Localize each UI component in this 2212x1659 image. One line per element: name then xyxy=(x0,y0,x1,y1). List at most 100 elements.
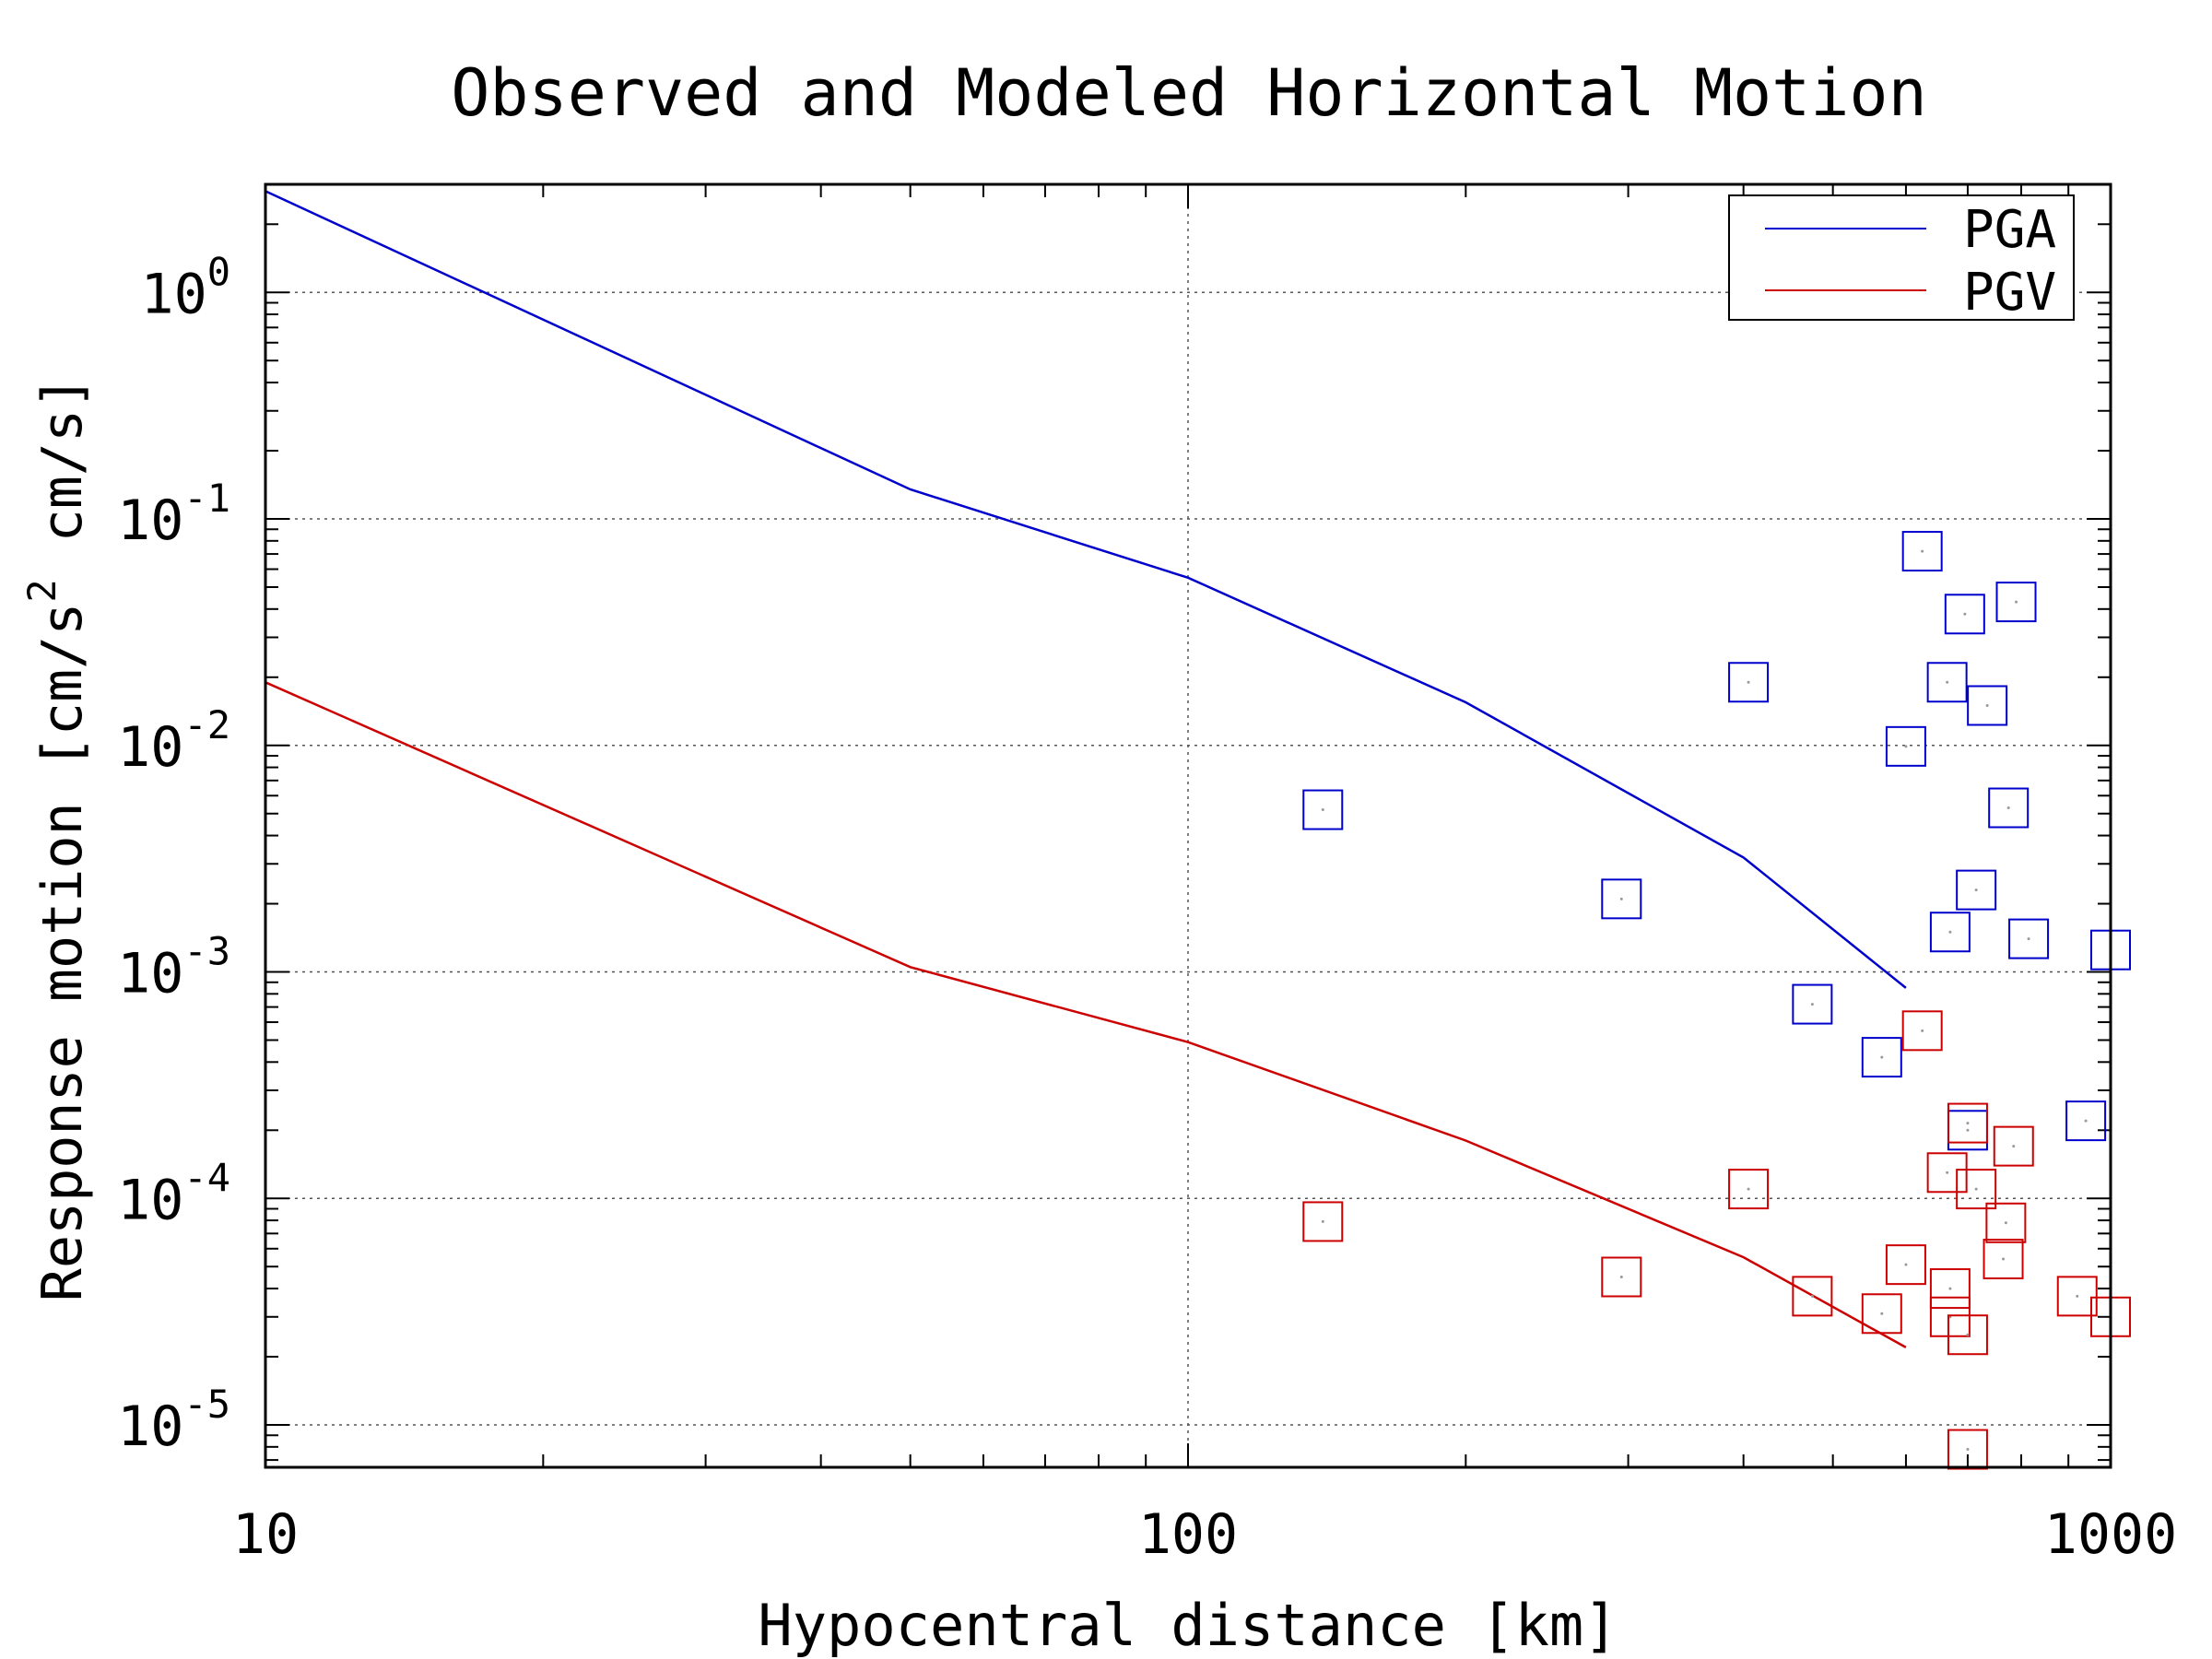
marker-center-dot xyxy=(1946,680,1949,684)
marker-center-dot xyxy=(1985,703,1989,707)
marker-square xyxy=(1901,531,1943,572)
marker-square xyxy=(1885,725,1926,767)
marker-square xyxy=(1302,789,1344,830)
y-tick-label-base: 10 xyxy=(140,262,206,326)
data-point-pga-observed xyxy=(1929,912,1971,953)
data-point-pgv-observed xyxy=(1929,1268,1971,1310)
marker-square xyxy=(1956,869,1997,911)
marker-center-dot xyxy=(1904,1263,1908,1266)
data-point-pga-observed xyxy=(1926,662,1968,703)
marker-center-dot xyxy=(1880,1055,1884,1059)
y-tick-label: 10-1 xyxy=(117,476,230,553)
series-line-pga xyxy=(265,190,1907,989)
y-tick-label-exp: -5 xyxy=(183,1382,230,1427)
data-point-pgv-observed xyxy=(1947,1429,1988,1470)
plot-frame xyxy=(264,182,2112,1469)
data-point-pga-observed xyxy=(1995,582,2037,623)
data-point-pgv-observed xyxy=(1947,1102,1988,1144)
marker-center-dot xyxy=(2076,1294,2079,1298)
grid-lines xyxy=(265,184,2111,1467)
marker-center-dot xyxy=(1966,1448,1970,1452)
legend-box xyxy=(1728,194,2075,321)
x-tick-label: 10 xyxy=(232,1502,299,1567)
data-point-pga-observed xyxy=(1302,789,1344,830)
marker-square xyxy=(1885,1244,1926,1286)
marker-square xyxy=(1792,983,1833,1025)
marker-square xyxy=(1601,1256,1642,1298)
y-tick-label: 10-3 xyxy=(117,929,230,1006)
data-point-pgv-observed xyxy=(1885,1244,1926,1286)
data-point-pgv-observed xyxy=(1956,1169,1997,1210)
data-point-pgv-observed xyxy=(1861,1293,1902,1335)
marker-square xyxy=(1929,1296,1971,1337)
y-tick-label-base: 10 xyxy=(117,1394,183,1459)
data-point-pga-observed xyxy=(1861,1037,1902,1078)
marker-square xyxy=(2056,1276,2098,1317)
data-point-pga-observed xyxy=(1988,787,2030,829)
marker-square xyxy=(1956,1169,1997,1210)
data-point-pga-observed xyxy=(2008,918,2050,959)
y-axis-label-sup: 2 xyxy=(19,579,65,602)
data-point-pgv-observed xyxy=(1947,1314,1988,1356)
marker-center-dot xyxy=(1966,1128,1970,1132)
data-point-pga-observed xyxy=(2065,1100,2107,1142)
marker-square xyxy=(1728,1169,1770,1210)
y-tick-label-exp: 0 xyxy=(207,249,230,294)
marker-center-dot xyxy=(1974,1187,1978,1191)
marker-square xyxy=(1792,1276,1833,1317)
data-point-pgv-observed xyxy=(1983,1239,2024,1280)
marker-square xyxy=(1861,1037,1902,1078)
marker-square xyxy=(1861,1293,1902,1335)
data-point-pgv-observed xyxy=(1601,1256,1642,1298)
marker-square xyxy=(1901,1010,1943,1052)
y-tick-label-base: 10 xyxy=(117,715,183,780)
marker-square xyxy=(1983,1239,2024,1280)
y-axis-label-main: Response motion [cm/s xyxy=(30,603,95,1302)
marker-square xyxy=(1967,685,2008,726)
marker-center-dot xyxy=(1747,1187,1750,1191)
marker-center-dot xyxy=(2084,1119,2088,1123)
x-axis-label: Hypocentral distance [km] xyxy=(758,1592,1618,1659)
y-tick-label: 10-5 xyxy=(117,1382,230,1459)
marker-square xyxy=(1929,912,1971,953)
marker-center-dot xyxy=(2015,600,2018,604)
marker-square xyxy=(1947,1314,1988,1356)
marker-square xyxy=(1947,1102,1988,1144)
x-tick-labels: 10 100 1000 xyxy=(232,1502,2177,1567)
marker-square xyxy=(1929,1268,1971,1310)
marker-square xyxy=(1926,1152,1968,1194)
marker-center-dot xyxy=(1619,1275,1623,1278)
data-point-pgv-observed xyxy=(1901,1010,1943,1052)
y-axis-label: Response motion [cm/s2 cm/s] xyxy=(19,376,95,1302)
marker-center-dot xyxy=(2006,806,2010,810)
marker-center-dot xyxy=(1966,1333,1970,1336)
marker-center-dot xyxy=(1948,1287,1952,1290)
marker-center-dot xyxy=(1810,1003,1814,1006)
y-tick-label: 100 xyxy=(140,249,230,326)
marker-center-dot xyxy=(1619,897,1623,900)
data-point-pga-observed xyxy=(1967,685,2008,726)
marker-center-dot xyxy=(2004,1221,2007,1225)
series-line-pgv xyxy=(265,681,1907,1348)
axis-ticks xyxy=(265,183,2111,1467)
y-tick-label-exp: -1 xyxy=(183,476,230,521)
data-point-pga-observed xyxy=(1944,594,1985,635)
legend-label-pga: PGA xyxy=(1963,200,2056,260)
marker-square xyxy=(1926,662,1968,703)
marker-center-dot xyxy=(1921,1029,1924,1032)
marker-square xyxy=(1728,662,1770,703)
marker-square xyxy=(1993,1125,2034,1167)
marker-square xyxy=(1302,1201,1344,1242)
marker-center-dot xyxy=(1963,612,1967,616)
data-point-pgv-observed xyxy=(1302,1201,1344,1242)
data-point-pgv-observed xyxy=(2056,1276,2098,1317)
marker-center-dot xyxy=(1966,1122,1970,1125)
marker-center-dot xyxy=(1880,1312,1884,1315)
data-point-pgv-observed xyxy=(1993,1125,2034,1167)
y-tick-label-base: 10 xyxy=(117,1168,183,1232)
marker-center-dot xyxy=(1946,1171,1949,1174)
legend-label-pgv: PGV xyxy=(1963,263,2056,323)
y-tick-label: 10-2 xyxy=(117,702,230,780)
marker-center-dot xyxy=(1974,888,1978,892)
